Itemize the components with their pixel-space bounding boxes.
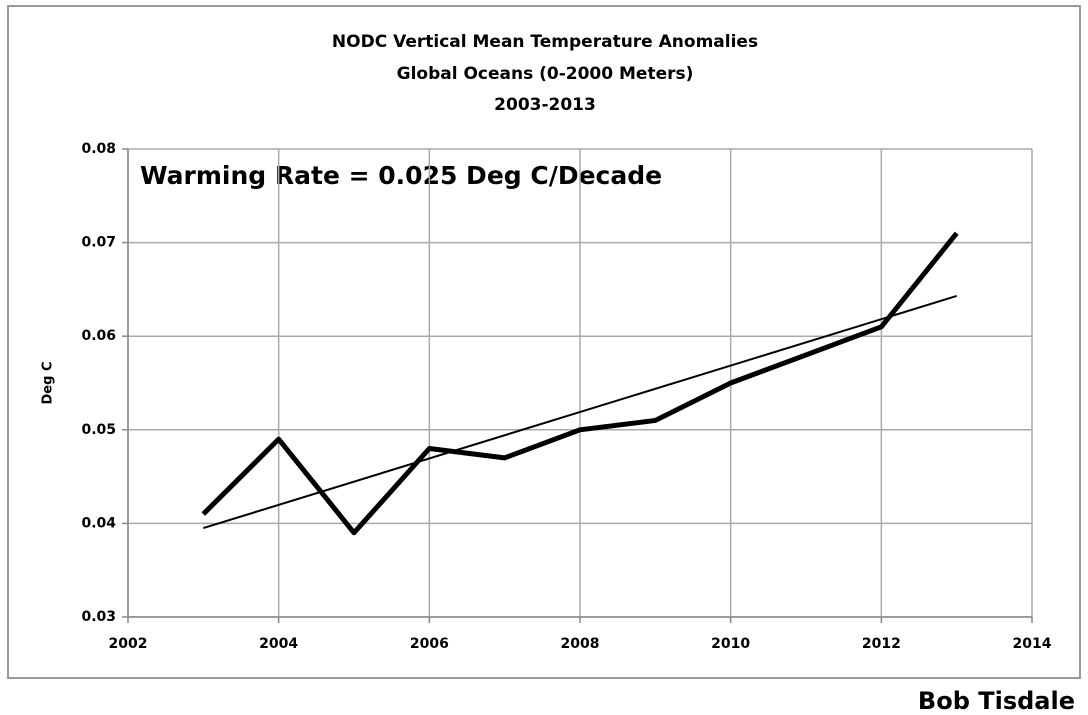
x-tick-label: 2004 bbox=[259, 636, 298, 652]
chart-title: NODC Vertical Mean Temperature Anomalies bbox=[332, 32, 758, 52]
x-tick-label: 2002 bbox=[109, 636, 148, 652]
chart-title: Global Oceans (0-2000 Meters) bbox=[397, 64, 694, 84]
y-tick-label: 0.03 bbox=[81, 609, 116, 625]
annotation: Warming Rate = 0.025 Deg C/Decade bbox=[140, 161, 662, 190]
x-tick-label: 2010 bbox=[711, 636, 750, 652]
y-axis-label: Deg C bbox=[41, 362, 56, 405]
x-tick-label: 2008 bbox=[561, 636, 600, 652]
chart-frame bbox=[7, 5, 1081, 679]
chart-title: 2003-2013 bbox=[494, 95, 596, 115]
y-tick-label: 0.04 bbox=[81, 515, 116, 531]
credit: Bob Tisdale bbox=[918, 687, 1075, 715]
y-tick-label: 0.06 bbox=[81, 328, 116, 344]
y-tick-label: 0.05 bbox=[81, 422, 116, 438]
y-tick-label: 0.07 bbox=[81, 235, 116, 251]
x-tick-label: 2006 bbox=[410, 636, 449, 652]
data-line bbox=[201, 231, 959, 536]
x-tick-label: 2014 bbox=[1013, 636, 1052, 652]
y-tick-label: 0.08 bbox=[81, 141, 116, 157]
trend-line bbox=[203, 294, 957, 530]
x-tick-label: 2012 bbox=[862, 636, 901, 652]
